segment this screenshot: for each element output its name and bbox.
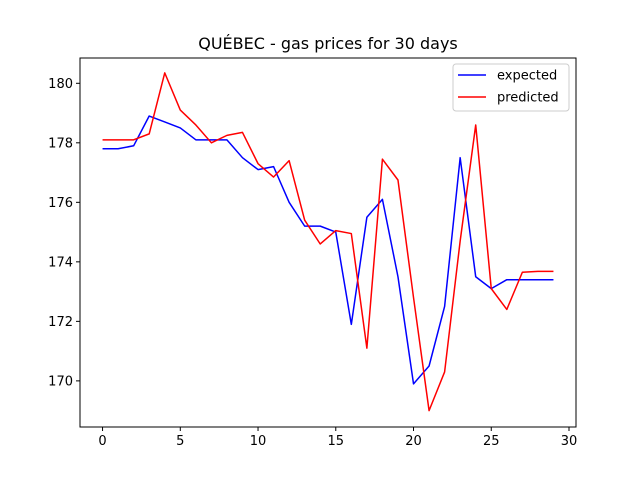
y-tick-label: 178 <box>48 136 73 151</box>
x-tick-label: 30 <box>561 434 578 449</box>
y-tick-label: 172 <box>48 315 73 330</box>
x-tick-label: 5 <box>176 434 184 449</box>
x-tick-label: 10 <box>250 434 267 449</box>
x-tick-label: 15 <box>328 434 345 449</box>
chart-title: QUÉBEC - gas prices for 30 days <box>198 34 458 53</box>
y-tick-label: 180 <box>48 77 73 92</box>
series-line-predicted <box>102 72 554 412</box>
x-tick-label: 0 <box>98 434 106 449</box>
legend: expected predicted <box>452 63 570 112</box>
legend-label-expected: expected <box>497 69 557 84</box>
x-tick-label: 20 <box>405 434 422 449</box>
axes-frame <box>79 57 577 428</box>
y-tick-label: 170 <box>48 374 73 389</box>
legend-label-predicted: predicted <box>497 91 559 106</box>
plot-area <box>102 72 554 412</box>
series-line-expected <box>102 115 554 385</box>
x-tick-label: 25 <box>483 434 500 449</box>
y-tick-label: 176 <box>48 196 73 211</box>
y-tick-label: 174 <box>48 255 73 270</box>
